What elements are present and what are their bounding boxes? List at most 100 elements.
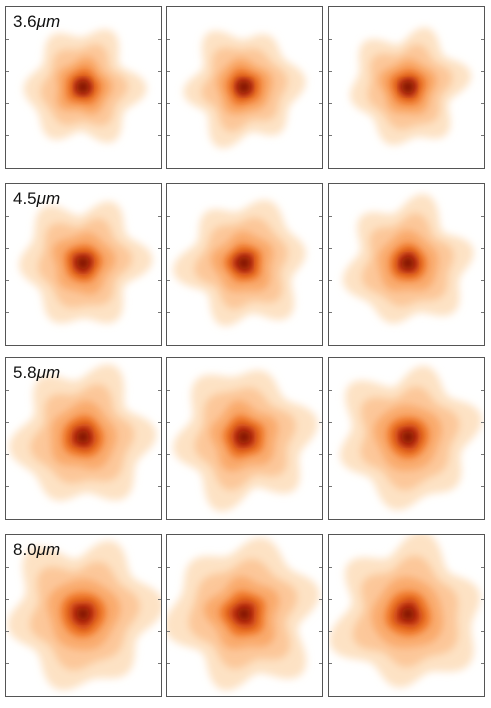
frame-tick	[481, 422, 484, 423]
frame-tick	[319, 599, 322, 600]
frame-tick	[481, 663, 484, 664]
frame-tick	[6, 312, 9, 313]
psf-intensity-layer	[76, 607, 90, 621]
frame-tick	[329, 135, 332, 136]
frame-tick	[319, 663, 322, 664]
frame-tick	[319, 486, 322, 487]
frame-tick	[6, 280, 9, 281]
frame-tick	[6, 248, 9, 249]
wavelength-unit: μm	[36, 363, 61, 382]
frame-tick	[481, 216, 484, 217]
wavelength-label: 4.5μm	[13, 189, 60, 209]
frame-tick	[319, 454, 322, 455]
psf-panel	[328, 183, 485, 346]
frame-tick	[481, 71, 484, 72]
frame-tick	[6, 422, 9, 423]
frame-tick	[167, 567, 170, 568]
frame-tick	[329, 486, 332, 487]
frame-tick	[167, 103, 170, 104]
psf-panel	[328, 357, 485, 520]
frame-tick	[158, 631, 161, 632]
frame-tick	[6, 663, 9, 664]
frame-tick	[329, 567, 332, 568]
psf-image	[350, 27, 472, 146]
psf-intensity-layer	[401, 80, 415, 94]
frame-tick	[481, 39, 484, 40]
psf-image	[23, 29, 147, 143]
psf-image	[19, 201, 153, 324]
wavelength-label: 8.0μm	[13, 540, 60, 560]
frame-tick	[158, 663, 161, 664]
psf-airy-ring	[378, 584, 438, 644]
frame-tick	[167, 390, 170, 391]
frame-tick	[167, 135, 170, 136]
psf-panel: 4.5μm	[5, 183, 162, 346]
frame-tick	[319, 390, 322, 391]
psf-intensity-layer	[401, 430, 415, 444]
frame-tick	[319, 71, 322, 72]
psf-image	[173, 370, 318, 512]
frame-tick	[6, 567, 9, 568]
wavelength-label: 3.6μm	[13, 12, 60, 32]
frame-tick	[167, 312, 170, 313]
frame-tick	[319, 216, 322, 217]
psf-intensity-layer	[237, 430, 251, 444]
frame-tick	[481, 248, 484, 249]
frame-tick	[6, 71, 9, 72]
frame-tick	[167, 280, 170, 281]
frame-tick	[6, 631, 9, 632]
frame-tick	[329, 103, 332, 104]
frame-tick	[158, 280, 161, 281]
frame-tick	[319, 248, 322, 249]
psf-panel	[328, 6, 485, 169]
psf-airy-ring	[218, 237, 270, 289]
frame-tick	[6, 454, 9, 455]
frame-tick	[167, 454, 170, 455]
psf-image	[9, 364, 157, 501]
frame-tick	[167, 248, 170, 249]
frame-tick	[329, 631, 332, 632]
frame-tick	[6, 103, 9, 104]
psf-panel	[166, 534, 323, 697]
frame-tick	[319, 135, 322, 136]
psf-panel	[166, 183, 323, 346]
frame-tick	[158, 71, 161, 72]
frame-tick	[158, 135, 161, 136]
frame-tick	[319, 422, 322, 423]
frame-tick	[158, 248, 161, 249]
wavelength-value: 3.6	[13, 12, 37, 31]
wavelength-value: 5.8	[13, 363, 37, 382]
frame-tick	[329, 39, 332, 40]
frame-tick	[329, 280, 332, 281]
frame-tick	[167, 486, 170, 487]
frame-tick	[481, 280, 484, 281]
wavelength-value: 4.5	[13, 189, 37, 208]
frame-tick	[319, 312, 322, 313]
frame-tick	[481, 390, 484, 391]
psf-panel	[328, 534, 485, 697]
psf-image	[7, 540, 161, 691]
psf-airy-ring	[215, 408, 273, 466]
frame-tick	[319, 280, 322, 281]
frame-tick	[319, 567, 322, 568]
psf-airy-ring	[53, 584, 113, 644]
frame-tick	[6, 135, 9, 136]
frame-tick	[6, 390, 9, 391]
frame-tick	[6, 216, 9, 217]
psf-panel	[166, 6, 323, 169]
wavelength-label: 5.8μm	[13, 363, 60, 383]
frame-tick	[329, 312, 332, 313]
frame-tick	[481, 103, 484, 104]
psf-image	[342, 194, 474, 324]
psf-image	[172, 200, 306, 327]
frame-tick	[329, 599, 332, 600]
psf-intensity-layer	[76, 80, 90, 94]
psf-image	[167, 537, 320, 691]
psf-intensity-layer	[76, 430, 90, 444]
psf-panel	[166, 357, 323, 520]
frame-tick	[167, 663, 170, 664]
frame-tick	[319, 103, 322, 104]
frame-tick	[481, 454, 484, 455]
psf-intensity-layer	[76, 256, 90, 271]
